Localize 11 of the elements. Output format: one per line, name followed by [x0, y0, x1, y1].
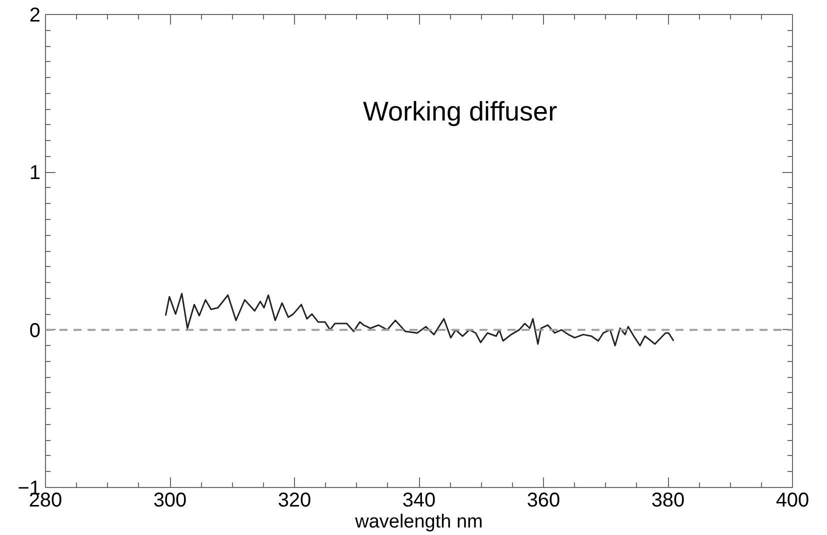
x-axis-title: wavelength nm: [354, 512, 483, 532]
x-tick-label: 360: [526, 490, 560, 512]
y-tick-label: 0: [29, 320, 40, 342]
y-tick-label: 1: [29, 162, 40, 184]
x-tick-label: 320: [278, 490, 312, 512]
x-tick-label: 340: [402, 490, 436, 512]
y-tick-label: 2: [29, 4, 40, 26]
x-tick-label: 400: [776, 490, 810, 512]
x-tick-label: 300: [153, 490, 187, 512]
x-tick-label: 380: [651, 490, 685, 512]
annotation: Working diffuser: [362, 96, 558, 126]
